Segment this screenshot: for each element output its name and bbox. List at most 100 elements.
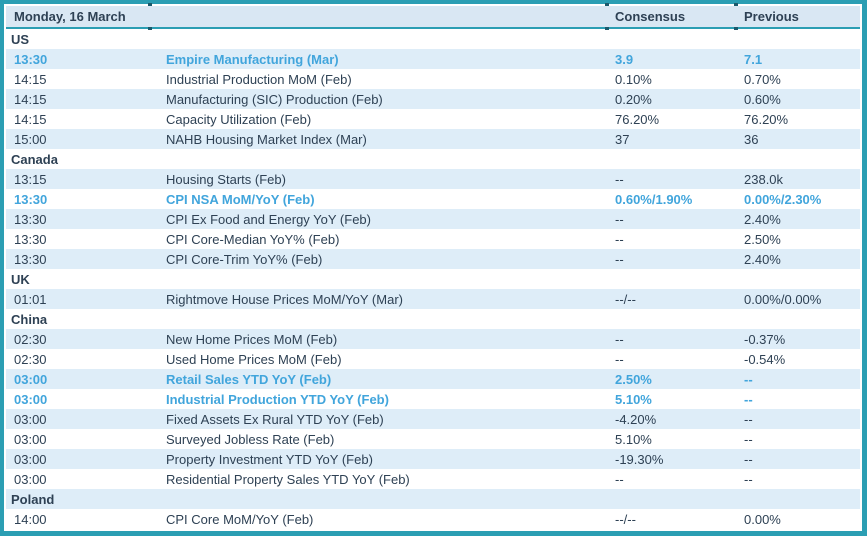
consensus-cell: --	[615, 211, 624, 227]
previous-cell: 0.00%/0.00%	[744, 291, 822, 307]
table-row: 13:30 CPI Core-Median YoY% (Feb) -- 2.50%	[6, 229, 860, 249]
event-cell: CPI Core-Median YoY% (Feb)	[166, 231, 340, 247]
time-cell: 02:30	[14, 331, 47, 347]
table-row: 03:00 Industrial Production YTD YoY (Feb)…	[6, 389, 860, 409]
time-cell: 13:30	[14, 231, 47, 247]
previous-cell: --	[744, 391, 753, 407]
previous-cell: 0.60%	[744, 91, 781, 107]
table-row: 03:00 Residential Property Sales YTD YoY …	[6, 469, 860, 489]
event-cell: Retail Sales YTD YoY (Feb)	[166, 371, 332, 387]
previous-cell: 0.00%	[744, 511, 781, 527]
previous-cell: -0.37%	[744, 331, 786, 347]
event-cell: CPI Core-Trim YoY% (Feb)	[166, 251, 323, 267]
time-cell: 13:30	[14, 251, 47, 267]
table-row: 02:30 New Home Prices MoM (Feb) -- -0.37%	[6, 329, 860, 349]
consensus-cell: 0.60%/1.90%	[615, 191, 693, 207]
consensus-cell: 5.10%	[615, 431, 652, 447]
event-cell: New Home Prices MoM (Feb)	[166, 331, 338, 347]
time-cell: 03:00	[14, 451, 47, 467]
section-row: Canada	[6, 149, 860, 169]
table-row: 03:00 Fixed Assets Ex Rural YTD YoY (Feb)…	[6, 409, 860, 429]
table-row: 03:00 Surveyed Jobless Rate (Feb) 5.10% --	[6, 429, 860, 449]
previous-cell: 2.50%	[744, 231, 781, 247]
header-date-label: Monday, 16 March	[14, 9, 126, 24]
consensus-cell: 0.20%	[615, 91, 652, 107]
table-row: 13:30 CPI Ex Food and Energy YoY (Feb) -- 2…	[6, 209, 860, 229]
consensus-cell: --	[615, 331, 624, 347]
table-header-row: Monday, 16 March Consensus Previous	[6, 3, 860, 30]
event-cell: Empire Manufacturing (Mar)	[166, 51, 339, 67]
previous-cell: 36	[744, 131, 759, 147]
table-row: 13:15 Housing Starts (Feb) -- 238.0k	[6, 169, 860, 189]
table-row: 03:00 Retail Sales YTD YoY (Feb) 2.50% --	[6, 369, 860, 389]
column-boundary-tick	[148, 27, 152, 30]
previous-cell: 7.1	[744, 51, 763, 67]
event-cell: CPI Ex Food and Energy YoY (Feb)	[166, 211, 371, 227]
consensus-cell: --	[615, 231, 624, 247]
table-row: 14:15 Manufacturing (SIC) Production (Feb…	[6, 89, 860, 109]
event-cell: Industrial Production YTD YoY (Feb)	[166, 391, 389, 407]
section-country-label: US	[11, 31, 30, 47]
consensus-cell: -19.30%	[615, 451, 664, 467]
event-cell: NAHB Housing Market Index (Mar)	[166, 131, 367, 147]
time-cell: 15:00	[14, 131, 47, 147]
section-country-label: China	[11, 311, 48, 327]
previous-cell: --	[744, 451, 753, 467]
column-boundary-tick	[605, 3, 609, 6]
event-cell: Industrial Production MoM (Feb)	[166, 71, 352, 87]
previous-cell: 2.40%	[744, 211, 781, 227]
consensus-cell: 3.9	[615, 51, 634, 67]
table-row: 03:00 Property Investment YTD YoY (Feb) -1…	[6, 449, 860, 469]
consensus-cell: --	[615, 171, 624, 187]
time-cell: 14:15	[14, 91, 47, 107]
consensus-cell: --/--	[615, 291, 636, 307]
previous-cell: 0.00%/2.30%	[744, 191, 822, 207]
consensus-cell: 2.50%	[615, 371, 652, 387]
table-row: 14:15 Industrial Production MoM (Feb) 0.10…	[6, 69, 860, 89]
column-boundary-tick	[605, 27, 609, 30]
section-row: US	[6, 29, 860, 49]
table-row: 13:30 Empire Manufacturing (Mar) 3.9 7.1	[6, 49, 860, 69]
table-row: 13:30 CPI NSA MoM/YoY (Feb) 0.60%/1.90% 0.0…	[6, 189, 860, 209]
previous-cell: --	[744, 471, 753, 487]
table-row: 01:01 Rightmove House Prices MoM/YoY (Mar…	[6, 289, 860, 309]
event-cell: Fixed Assets Ex Rural YTD YoY (Feb)	[166, 411, 384, 427]
table-row: 13:30 CPI Core-Trim YoY% (Feb) -- 2.40%	[6, 249, 860, 269]
column-boundary-tick	[734, 27, 738, 30]
time-cell: 03:00	[14, 391, 48, 407]
previous-cell: 2.40%	[744, 251, 781, 267]
time-cell: 03:00	[14, 371, 48, 387]
previous-cell: 76.20%	[744, 111, 789, 127]
time-cell: 13:15	[14, 171, 47, 187]
section-country-label: UK	[11, 271, 30, 287]
time-cell: 03:00	[14, 431, 47, 447]
consensus-cell: --	[615, 471, 624, 487]
section-row: China	[6, 309, 860, 329]
section-country-label: Poland	[11, 491, 55, 507]
table-row: 15:00 NAHB Housing Market Index (Mar) 37 36	[6, 129, 860, 149]
time-cell: 14:15	[14, 111, 47, 127]
header-previous-label: Previous	[744, 9, 799, 24]
time-cell: 14:00	[14, 511, 47, 527]
section-country-label: Canada	[11, 151, 58, 167]
table-row: 02:30 Used Home Prices MoM (Feb) -- -0.54%	[6, 349, 860, 369]
time-cell: 03:00	[14, 471, 47, 487]
consensus-cell: 76.20%	[615, 111, 660, 127]
consensus-cell: 0.10%	[615, 71, 652, 87]
header-consensus-label: Consensus	[615, 9, 686, 24]
consensus-cell: 5.10%	[615, 391, 652, 407]
time-cell: 03:00	[14, 411, 47, 427]
table-row: 14:15 Capacity Utilization (Feb) 76.20% 76.…	[6, 109, 860, 129]
event-cell: Housing Starts (Feb)	[166, 171, 286, 187]
event-cell: Used Home Prices MoM (Feb)	[166, 351, 342, 367]
event-cell: Manufacturing (SIC) Production (Feb)	[166, 91, 383, 107]
previous-cell: --	[744, 411, 753, 427]
section-row: Poland	[6, 489, 860, 509]
column-boundary-tick	[734, 3, 738, 6]
column-boundary-tick	[148, 3, 152, 6]
previous-cell: -0.54%	[744, 351, 786, 367]
time-cell: 14:15	[14, 71, 47, 87]
consensus-cell: --/--	[615, 511, 636, 527]
event-cell: Residential Property Sales YTD YoY (Feb)	[166, 471, 410, 487]
